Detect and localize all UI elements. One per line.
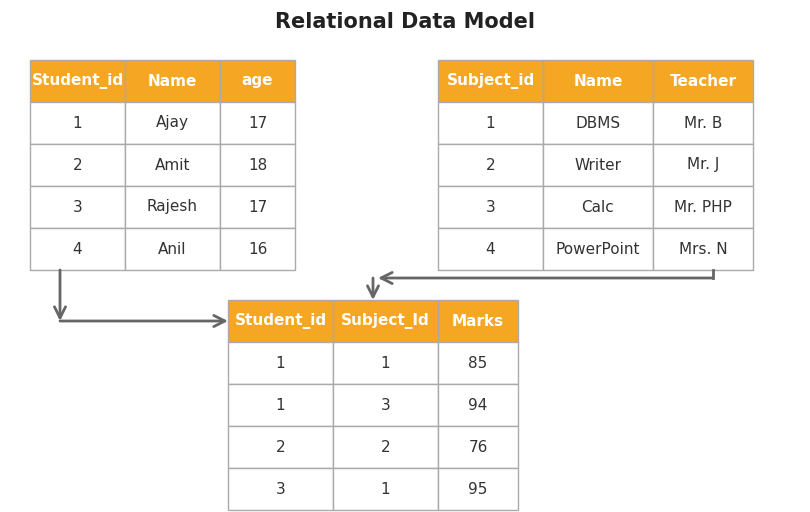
Text: 4: 4 xyxy=(73,242,83,257)
Bar xyxy=(228,384,333,426)
Bar xyxy=(438,60,543,102)
Text: Marks: Marks xyxy=(452,313,504,329)
Text: 2: 2 xyxy=(381,439,390,455)
Text: Mr. J: Mr. J xyxy=(687,158,719,173)
Text: Mrs. N: Mrs. N xyxy=(679,242,727,257)
Text: Writer: Writer xyxy=(574,158,621,173)
Text: Ajay: Ajay xyxy=(156,116,189,131)
Bar xyxy=(333,468,438,510)
Text: 1: 1 xyxy=(486,116,495,131)
Bar xyxy=(220,60,295,102)
Text: 18: 18 xyxy=(248,158,267,173)
Bar xyxy=(543,60,653,102)
Bar xyxy=(543,186,653,228)
Text: Mr. PHP: Mr. PHP xyxy=(674,200,732,215)
Bar xyxy=(30,144,125,186)
Text: 94: 94 xyxy=(468,397,488,413)
Bar xyxy=(30,102,125,144)
Text: Subject_Id: Subject_Id xyxy=(341,313,430,329)
Bar xyxy=(543,144,653,186)
Text: 1: 1 xyxy=(275,397,285,413)
Bar xyxy=(333,426,438,468)
Bar xyxy=(125,102,220,144)
Text: Anil: Anil xyxy=(158,242,187,257)
Bar xyxy=(653,228,753,270)
Bar xyxy=(543,228,653,270)
Text: DBMS: DBMS xyxy=(575,116,620,131)
Text: Subject_id: Subject_id xyxy=(446,73,535,89)
Bar xyxy=(125,144,220,186)
Text: 76: 76 xyxy=(468,439,488,455)
Bar xyxy=(653,144,753,186)
Text: 95: 95 xyxy=(468,481,488,497)
Text: 2: 2 xyxy=(275,439,285,455)
Text: 85: 85 xyxy=(468,355,488,371)
Bar xyxy=(543,102,653,144)
Text: 2: 2 xyxy=(486,158,495,173)
Text: Calc: Calc xyxy=(582,200,614,215)
Bar xyxy=(653,186,753,228)
Bar xyxy=(438,228,543,270)
Text: 17: 17 xyxy=(248,200,267,215)
Text: Name: Name xyxy=(147,74,197,89)
Text: age: age xyxy=(241,74,273,89)
Text: Teacher: Teacher xyxy=(670,74,736,89)
Text: Student_id: Student_id xyxy=(32,73,124,89)
Bar xyxy=(228,468,333,510)
Text: PowerPoint: PowerPoint xyxy=(556,242,640,257)
Bar xyxy=(228,300,333,342)
Text: 1: 1 xyxy=(381,355,390,371)
Bar xyxy=(438,102,543,144)
Bar xyxy=(125,228,220,270)
Text: 1: 1 xyxy=(73,116,83,131)
Text: 1: 1 xyxy=(381,481,390,497)
Text: 3: 3 xyxy=(486,200,496,215)
Bar xyxy=(333,384,438,426)
Bar xyxy=(438,468,518,510)
Text: Rajesh: Rajesh xyxy=(147,200,198,215)
Text: 4: 4 xyxy=(486,242,495,257)
Bar xyxy=(438,384,518,426)
Text: 3: 3 xyxy=(275,481,285,497)
Bar xyxy=(220,102,295,144)
Bar xyxy=(438,300,518,342)
Bar xyxy=(220,186,295,228)
Bar xyxy=(125,60,220,102)
Text: 1: 1 xyxy=(275,355,285,371)
Bar xyxy=(438,342,518,384)
Bar xyxy=(228,342,333,384)
Bar xyxy=(125,186,220,228)
Bar xyxy=(30,60,125,102)
Text: Mr. B: Mr. B xyxy=(684,116,723,131)
Text: Name: Name xyxy=(573,74,623,89)
Bar xyxy=(333,342,438,384)
Bar xyxy=(438,144,543,186)
Bar xyxy=(438,426,518,468)
Text: 17: 17 xyxy=(248,116,267,131)
Bar xyxy=(30,228,125,270)
Text: 3: 3 xyxy=(73,200,83,215)
Bar xyxy=(220,228,295,270)
Bar xyxy=(228,426,333,468)
Text: Amit: Amit xyxy=(155,158,190,173)
Text: Student_id: Student_id xyxy=(234,313,326,329)
Bar xyxy=(220,144,295,186)
Bar xyxy=(333,300,438,342)
Text: 3: 3 xyxy=(381,397,390,413)
Text: Relational Data Model: Relational Data Model xyxy=(275,12,535,32)
Text: 2: 2 xyxy=(73,158,83,173)
Bar xyxy=(438,186,543,228)
Bar xyxy=(653,60,753,102)
Text: 16: 16 xyxy=(248,242,267,257)
Bar xyxy=(30,186,125,228)
Bar xyxy=(653,102,753,144)
